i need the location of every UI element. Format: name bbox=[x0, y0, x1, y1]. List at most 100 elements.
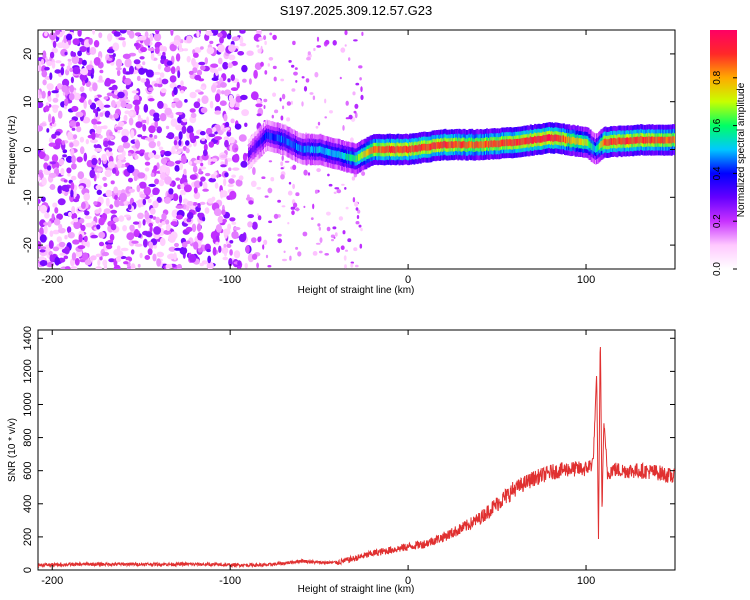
heatmap-cell bbox=[148, 241, 154, 249]
heatmap-cell bbox=[41, 196, 46, 202]
heatmap-cell bbox=[589, 141, 592, 149]
figure-title: S197.2025.309.12.57.G23 bbox=[280, 3, 433, 18]
heatmap-cell bbox=[375, 146, 377, 153]
heatmap-cell bbox=[65, 155, 73, 163]
heatmap-cell bbox=[119, 30, 127, 34]
heatmap-cell bbox=[173, 39, 180, 46]
heatmap-cell bbox=[149, 33, 154, 42]
heatmap-cell bbox=[44, 105, 50, 112]
heatmap-cell bbox=[231, 60, 238, 66]
heatmap-cell bbox=[229, 240, 234, 244]
heatmap-cell bbox=[62, 154, 67, 158]
heatmap-cell bbox=[174, 136, 180, 141]
heatmap-cell bbox=[133, 175, 138, 182]
heatmap-cell bbox=[580, 138, 582, 146]
heatmap-cell bbox=[280, 161, 284, 167]
heatmap-cell bbox=[186, 212, 194, 220]
heatmap-cell bbox=[232, 167, 240, 171]
heatmap-cell bbox=[531, 137, 534, 144]
heatmap-cell bbox=[175, 100, 183, 109]
heatmap-cell bbox=[80, 224, 86, 232]
heatmap-cell bbox=[268, 132, 271, 139]
heatmap-cell bbox=[617, 137, 620, 145]
heatmap-cell bbox=[164, 219, 170, 225]
heatmap-cell bbox=[170, 30, 174, 36]
heatmap-cell bbox=[115, 58, 123, 68]
heatmap-cell bbox=[93, 201, 98, 206]
heatmap-cell bbox=[274, 109, 279, 114]
heatmap-cell bbox=[499, 140, 502, 147]
heatmap-cell bbox=[52, 246, 60, 252]
heatmap-cell bbox=[253, 69, 258, 79]
heatmap-cell bbox=[186, 55, 191, 63]
heatmap-cell bbox=[289, 255, 292, 261]
heatmap-cell bbox=[156, 140, 161, 147]
heatmap-cell bbox=[153, 154, 161, 160]
heatmap-cell bbox=[183, 184, 192, 193]
heatmap-cell bbox=[110, 180, 115, 185]
heatmap-cell bbox=[315, 125, 319, 129]
heatmap-cell bbox=[96, 189, 103, 195]
heatmap-cell bbox=[99, 256, 103, 261]
heatmap-cell bbox=[230, 74, 235, 81]
heatmap-cell bbox=[186, 205, 190, 212]
heatmap-cell bbox=[39, 246, 47, 250]
heatmap-cell bbox=[114, 198, 120, 208]
heatmap-cell bbox=[68, 211, 72, 217]
heatmap-cell bbox=[63, 179, 68, 183]
heatmap-cell bbox=[52, 97, 59, 103]
heatmap-cell bbox=[596, 145, 598, 152]
heatmap-cell bbox=[272, 92, 277, 97]
heatmap-cell bbox=[297, 251, 302, 257]
heatmap-cell bbox=[670, 137, 673, 144]
heatmap-cell bbox=[109, 204, 114, 209]
colorbar-tick-label: 0.8 bbox=[712, 70, 723, 84]
heatmap-cell bbox=[136, 75, 141, 82]
heatmap-cell bbox=[463, 140, 466, 148]
heatmap-cell bbox=[265, 133, 267, 140]
heatmap-cell bbox=[310, 217, 314, 221]
heatmap-cell bbox=[54, 256, 60, 266]
heatmap-cell bbox=[237, 51, 245, 56]
heatmap-cell bbox=[339, 76, 342, 80]
heatmap-cell bbox=[268, 220, 273, 224]
heatmap-cell bbox=[80, 68, 89, 76]
heatmap-cell bbox=[200, 46, 204, 50]
heatmap-cell bbox=[506, 139, 509, 146]
heatmap-cell bbox=[61, 140, 65, 146]
heatmap-cell bbox=[257, 215, 262, 221]
heatmap-cell bbox=[228, 44, 236, 52]
heatmap-cell bbox=[607, 139, 610, 146]
heatmap-cell bbox=[134, 104, 140, 112]
heatmap-cell bbox=[301, 145, 304, 153]
heatmap-cell bbox=[168, 246, 176, 252]
heatmap-cell bbox=[224, 172, 229, 178]
heatmap-cell bbox=[52, 40, 57, 49]
heatmap-cell bbox=[107, 57, 113, 62]
heatmap-cell bbox=[148, 87, 154, 92]
heatmap-cell bbox=[96, 171, 100, 179]
heatmap-cell bbox=[303, 169, 308, 176]
heatmap-cell bbox=[189, 132, 195, 140]
heatmap-cell bbox=[588, 141, 591, 148]
heatmap-cell bbox=[492, 141, 495, 148]
heatmap-cell bbox=[470, 141, 472, 149]
heatmap-cell bbox=[120, 100, 127, 108]
heatmap-cell bbox=[233, 226, 241, 231]
heatmap-cell bbox=[156, 251, 164, 258]
heatmap-cell bbox=[154, 178, 160, 185]
heatmap-cell bbox=[154, 47, 160, 54]
heatmap-cell bbox=[411, 145, 414, 153]
heatmap-cell bbox=[106, 135, 115, 140]
heatmap-cell bbox=[526, 137, 529, 144]
heatmap-cell bbox=[539, 136, 542, 143]
heatmap-cell bbox=[582, 138, 585, 146]
heatmap-cell bbox=[179, 86, 187, 91]
heatmap-cell bbox=[148, 193, 154, 197]
heatmap-cell bbox=[78, 185, 84, 190]
heatmap-cell bbox=[71, 163, 77, 170]
heatmap-cell bbox=[280, 136, 282, 143]
heatmap-cell bbox=[351, 176, 356, 181]
